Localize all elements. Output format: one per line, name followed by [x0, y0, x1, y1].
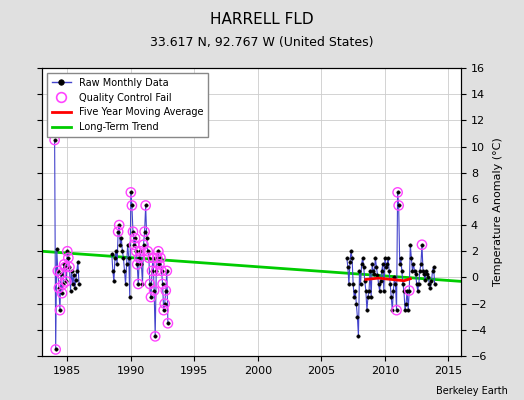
- Point: [147, 294, 155, 300]
- Text: 33.617 N, 92.767 W (United States): 33.617 N, 92.767 W (United States): [150, 36, 374, 49]
- Point: [66, 264, 74, 270]
- Point: [127, 189, 135, 196]
- Point: [128, 202, 136, 209]
- Point: [155, 261, 163, 268]
- Point: [54, 285, 63, 291]
- Point: [133, 261, 141, 268]
- Point: [136, 248, 145, 254]
- Point: [140, 228, 149, 235]
- Point: [130, 242, 138, 248]
- Point: [135, 255, 144, 261]
- Point: [115, 222, 123, 228]
- Point: [394, 189, 402, 196]
- Point: [114, 228, 122, 235]
- Point: [150, 287, 158, 294]
- Point: [149, 255, 157, 261]
- Point: [132, 248, 140, 254]
- Point: [58, 290, 66, 296]
- Point: [163, 320, 172, 326]
- Point: [148, 268, 156, 274]
- Point: [141, 202, 150, 209]
- Point: [62, 278, 70, 284]
- Point: [139, 242, 148, 248]
- Y-axis label: Temperature Anomaly (°C): Temperature Anomaly (°C): [493, 138, 503, 286]
- Point: [156, 255, 165, 261]
- Point: [418, 242, 426, 248]
- Legend: Raw Monthly Data, Quality Control Fail, Five Year Moving Average, Long-Term Tren: Raw Monthly Data, Quality Control Fail, …: [47, 73, 208, 137]
- Point: [64, 255, 72, 261]
- Point: [162, 268, 171, 274]
- Point: [59, 281, 67, 287]
- Point: [51, 346, 60, 353]
- Point: [161, 287, 170, 294]
- Text: HARRELL FLD: HARRELL FLD: [210, 12, 314, 27]
- Point: [134, 281, 143, 287]
- Point: [63, 248, 71, 254]
- Point: [146, 281, 154, 287]
- Point: [159, 307, 168, 313]
- Point: [144, 248, 152, 254]
- Point: [392, 307, 401, 313]
- Point: [53, 268, 62, 274]
- Point: [131, 235, 139, 241]
- Point: [157, 268, 166, 274]
- Point: [57, 270, 65, 277]
- Point: [152, 268, 160, 274]
- Point: [153, 255, 161, 261]
- Point: [60, 261, 68, 268]
- Point: [129, 228, 137, 235]
- Point: [145, 255, 153, 261]
- Point: [61, 264, 69, 270]
- Point: [154, 248, 162, 254]
- Point: [50, 137, 59, 143]
- Point: [160, 300, 169, 307]
- Point: [405, 287, 413, 294]
- Point: [56, 307, 64, 313]
- Point: [158, 281, 167, 287]
- Text: Berkeley Earth: Berkeley Earth: [436, 386, 508, 396]
- Point: [395, 202, 403, 209]
- Point: [151, 333, 159, 340]
